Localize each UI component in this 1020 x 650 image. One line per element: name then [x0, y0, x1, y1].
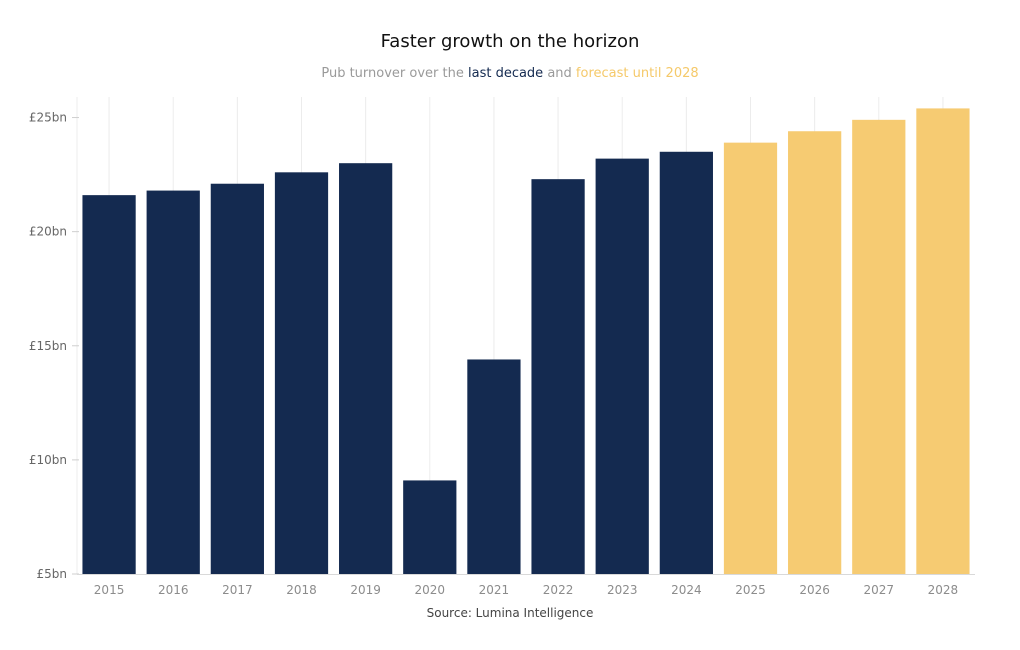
bar-2019 — [339, 163, 393, 575]
bar-2027 — [852, 119, 906, 574]
chart-title: Faster growth on the horizon — [380, 31, 640, 52]
subtitle-middle: and — [543, 66, 576, 81]
x-tick-label: 2023 — [607, 583, 638, 597]
x-tick-label: 2018 — [286, 583, 317, 597]
bar-2018 — [274, 172, 329, 574]
bar-2016 — [146, 190, 200, 574]
bar-2025 — [723, 142, 778, 574]
x-tick-label: 2021 — [479, 583, 510, 597]
y-tick-label: £20bn — [29, 225, 67, 239]
y-tick-label: £5bn — [37, 567, 68, 581]
chart-subtitle: Pub turnover over the last decade and fo… — [0, 66, 1020, 81]
y-tick-label: £25bn — [29, 111, 67, 125]
bar-2026 — [788, 131, 842, 575]
subtitle-actual-highlight: last decade — [467, 66, 544, 81]
x-tick-label: 2019 — [350, 583, 381, 597]
x-tick-label: 2017 — [222, 583, 253, 597]
bar-2024 — [659, 151, 713, 574]
bar-2021 — [467, 359, 521, 574]
subtitle-prefix: Pub turnover over the — [321, 66, 468, 81]
x-tick-label: 2026 — [799, 583, 830, 597]
x-tick-label: 2028 — [928, 583, 959, 597]
x-tick-label: 2024 — [671, 583, 702, 597]
bar-2028 — [916, 108, 970, 574]
x-tick-label: 2027 — [864, 583, 895, 597]
bar-2022 — [531, 179, 585, 575]
x-tick-label: 2020 — [415, 583, 446, 597]
bar-2023 — [595, 158, 649, 574]
x-tick-label: 2015 — [94, 583, 125, 597]
y-tick-label: £10bn — [29, 453, 67, 467]
bar-2017 — [210, 183, 264, 574]
bar-2015 — [82, 195, 136, 574]
x-tick-label: 2022 — [543, 583, 574, 597]
subtitle-forecast-highlight: forecast until 2028 — [575, 66, 699, 81]
bar-2020 — [403, 480, 457, 574]
chart-source: Source: Lumina Intelligence — [426, 606, 594, 620]
y-tick-label: £15bn — [29, 339, 67, 353]
x-tick-label: 2025 — [735, 583, 766, 597]
x-tick-label: 2016 — [158, 583, 189, 597]
